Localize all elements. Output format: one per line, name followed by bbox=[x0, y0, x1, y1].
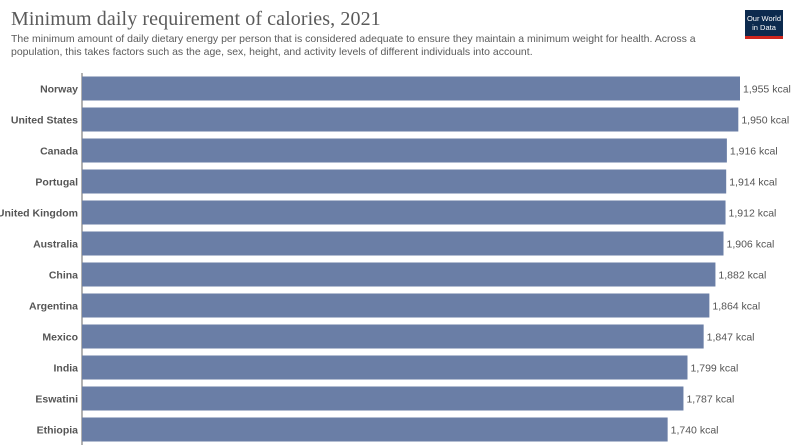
value-label: 1,955 kcal bbox=[743, 84, 791, 96]
bar-australia[interactable] bbox=[82, 231, 724, 256]
category-label: Portugal bbox=[35, 177, 78, 189]
category-label: United Kingdom bbox=[0, 208, 78, 220]
category-label: Canada bbox=[40, 146, 78, 158]
bar-india[interactable] bbox=[82, 355, 688, 380]
category-label: Ethiopia bbox=[37, 425, 79, 437]
bar-eswatini[interactable] bbox=[82, 386, 684, 411]
bar-united-states[interactable] bbox=[82, 107, 739, 132]
value-label: 1,882 kcal bbox=[718, 270, 766, 282]
value-label: 1,799 kcal bbox=[690, 363, 738, 375]
category-label: Norway bbox=[40, 84, 78, 96]
category-label: India bbox=[53, 363, 78, 375]
value-label: 1,914 kcal bbox=[729, 177, 777, 189]
value-label: 1,912 kcal bbox=[729, 208, 777, 220]
value-label: 1,864 kcal bbox=[712, 301, 760, 313]
category-label: Eswatini bbox=[35, 394, 78, 406]
category-label: Mexico bbox=[42, 332, 78, 344]
logo-line-2: in Data bbox=[752, 23, 776, 32]
value-label: 1,847 kcal bbox=[707, 332, 755, 344]
bar-canada[interactable] bbox=[82, 138, 727, 163]
chart-title: Minimum daily requirement of calories, 2… bbox=[11, 8, 381, 30]
bar-china[interactable] bbox=[82, 262, 716, 287]
logo-accent-bar bbox=[745, 36, 783, 39]
value-label: 1,906 kcal bbox=[727, 239, 775, 251]
category-label: Argentina bbox=[29, 301, 78, 313]
bar-ethiopia[interactable] bbox=[82, 417, 668, 442]
value-label: 1,787 kcal bbox=[686, 394, 734, 406]
value-label: 1,916 kcal bbox=[730, 146, 778, 158]
logo-line-1: Our World bbox=[746, 14, 782, 23]
bar-mexico[interactable] bbox=[82, 324, 704, 349]
bar-united-kingdom[interactable] bbox=[82, 200, 726, 225]
value-label: 1,740 kcal bbox=[671, 425, 719, 437]
owid-logo[interactable]: Our World in Data bbox=[745, 10, 783, 38]
category-label: Australia bbox=[33, 239, 78, 251]
bar-argentina[interactable] bbox=[82, 293, 710, 318]
chart-subtitle: The minimum amount of daily dietary ener… bbox=[11, 33, 696, 58]
bar-portugal[interactable] bbox=[82, 169, 727, 194]
category-label: United States bbox=[11, 115, 78, 127]
bar-norway[interactable] bbox=[82, 76, 740, 101]
value-label: 1,950 kcal bbox=[741, 115, 789, 127]
category-label: China bbox=[49, 270, 78, 282]
